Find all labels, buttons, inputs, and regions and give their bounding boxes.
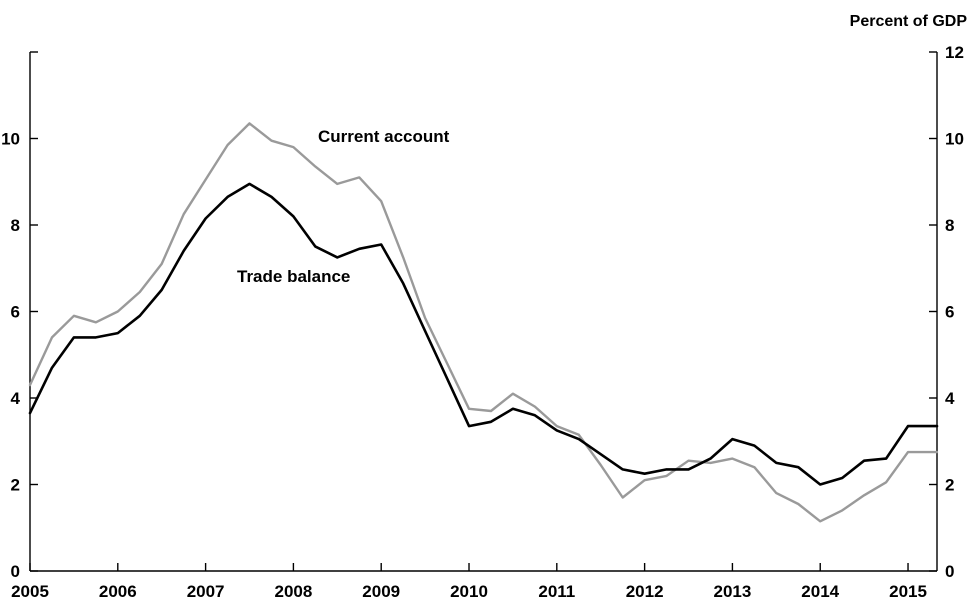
right-y-tick-label: 8	[945, 216, 954, 235]
x-tick-label: 2013	[714, 582, 752, 601]
left-y-tick-label: 4	[11, 389, 21, 408]
left-y-tick-label: 8	[11, 216, 20, 235]
x-tick-label: 2010	[450, 582, 488, 601]
chart-axes	[29, 52, 938, 572]
right-y-tick-label: 6	[945, 303, 954, 322]
chart-series-layer	[28, 122, 939, 523]
current-account-line	[28, 122, 939, 523]
x-tick-label: 2009	[362, 582, 400, 601]
x-tick-label: 2014	[801, 582, 839, 601]
x-tick-label: 2011	[538, 582, 575, 601]
left-y-tick-label: 6	[11, 303, 20, 322]
right-y-tick-label: 10	[945, 130, 964, 149]
x-tick-label: 2007	[187, 582, 225, 601]
chart-labels-layer: Percent of GDP Current account Trade bal…	[237, 13, 967, 286]
right-y-tick-label: 12	[945, 43, 964, 62]
current-account-label: Current account	[318, 127, 450, 146]
x-tick-label: 2012	[626, 582, 664, 601]
x-tick-label: 2008	[274, 582, 312, 601]
chart-ticks: 0 0 2 2 4 4 6 6 8 8 10 10 12 2005 2006 2007 2008 2009 2010…	[1, 43, 964, 601]
right-y-tick-label: 4	[945, 389, 955, 408]
right-y-tick-label: 0	[945, 562, 954, 581]
trade-balance-line	[28, 182, 939, 486]
x-tick-label: 2005	[11, 582, 49, 601]
left-y-tick-label: 2	[11, 476, 20, 495]
trade-balance-label: Trade balance	[237, 267, 350, 286]
left-y-tick-label: 0	[11, 562, 20, 581]
y-axis-unit-label: Percent of GDP	[850, 13, 968, 30]
x-tick-label: 2006	[99, 582, 137, 601]
left-y-tick-label: 10	[1, 130, 20, 149]
right-y-tick-label: 2	[945, 476, 954, 495]
x-tick-label: 2015	[889, 582, 927, 601]
